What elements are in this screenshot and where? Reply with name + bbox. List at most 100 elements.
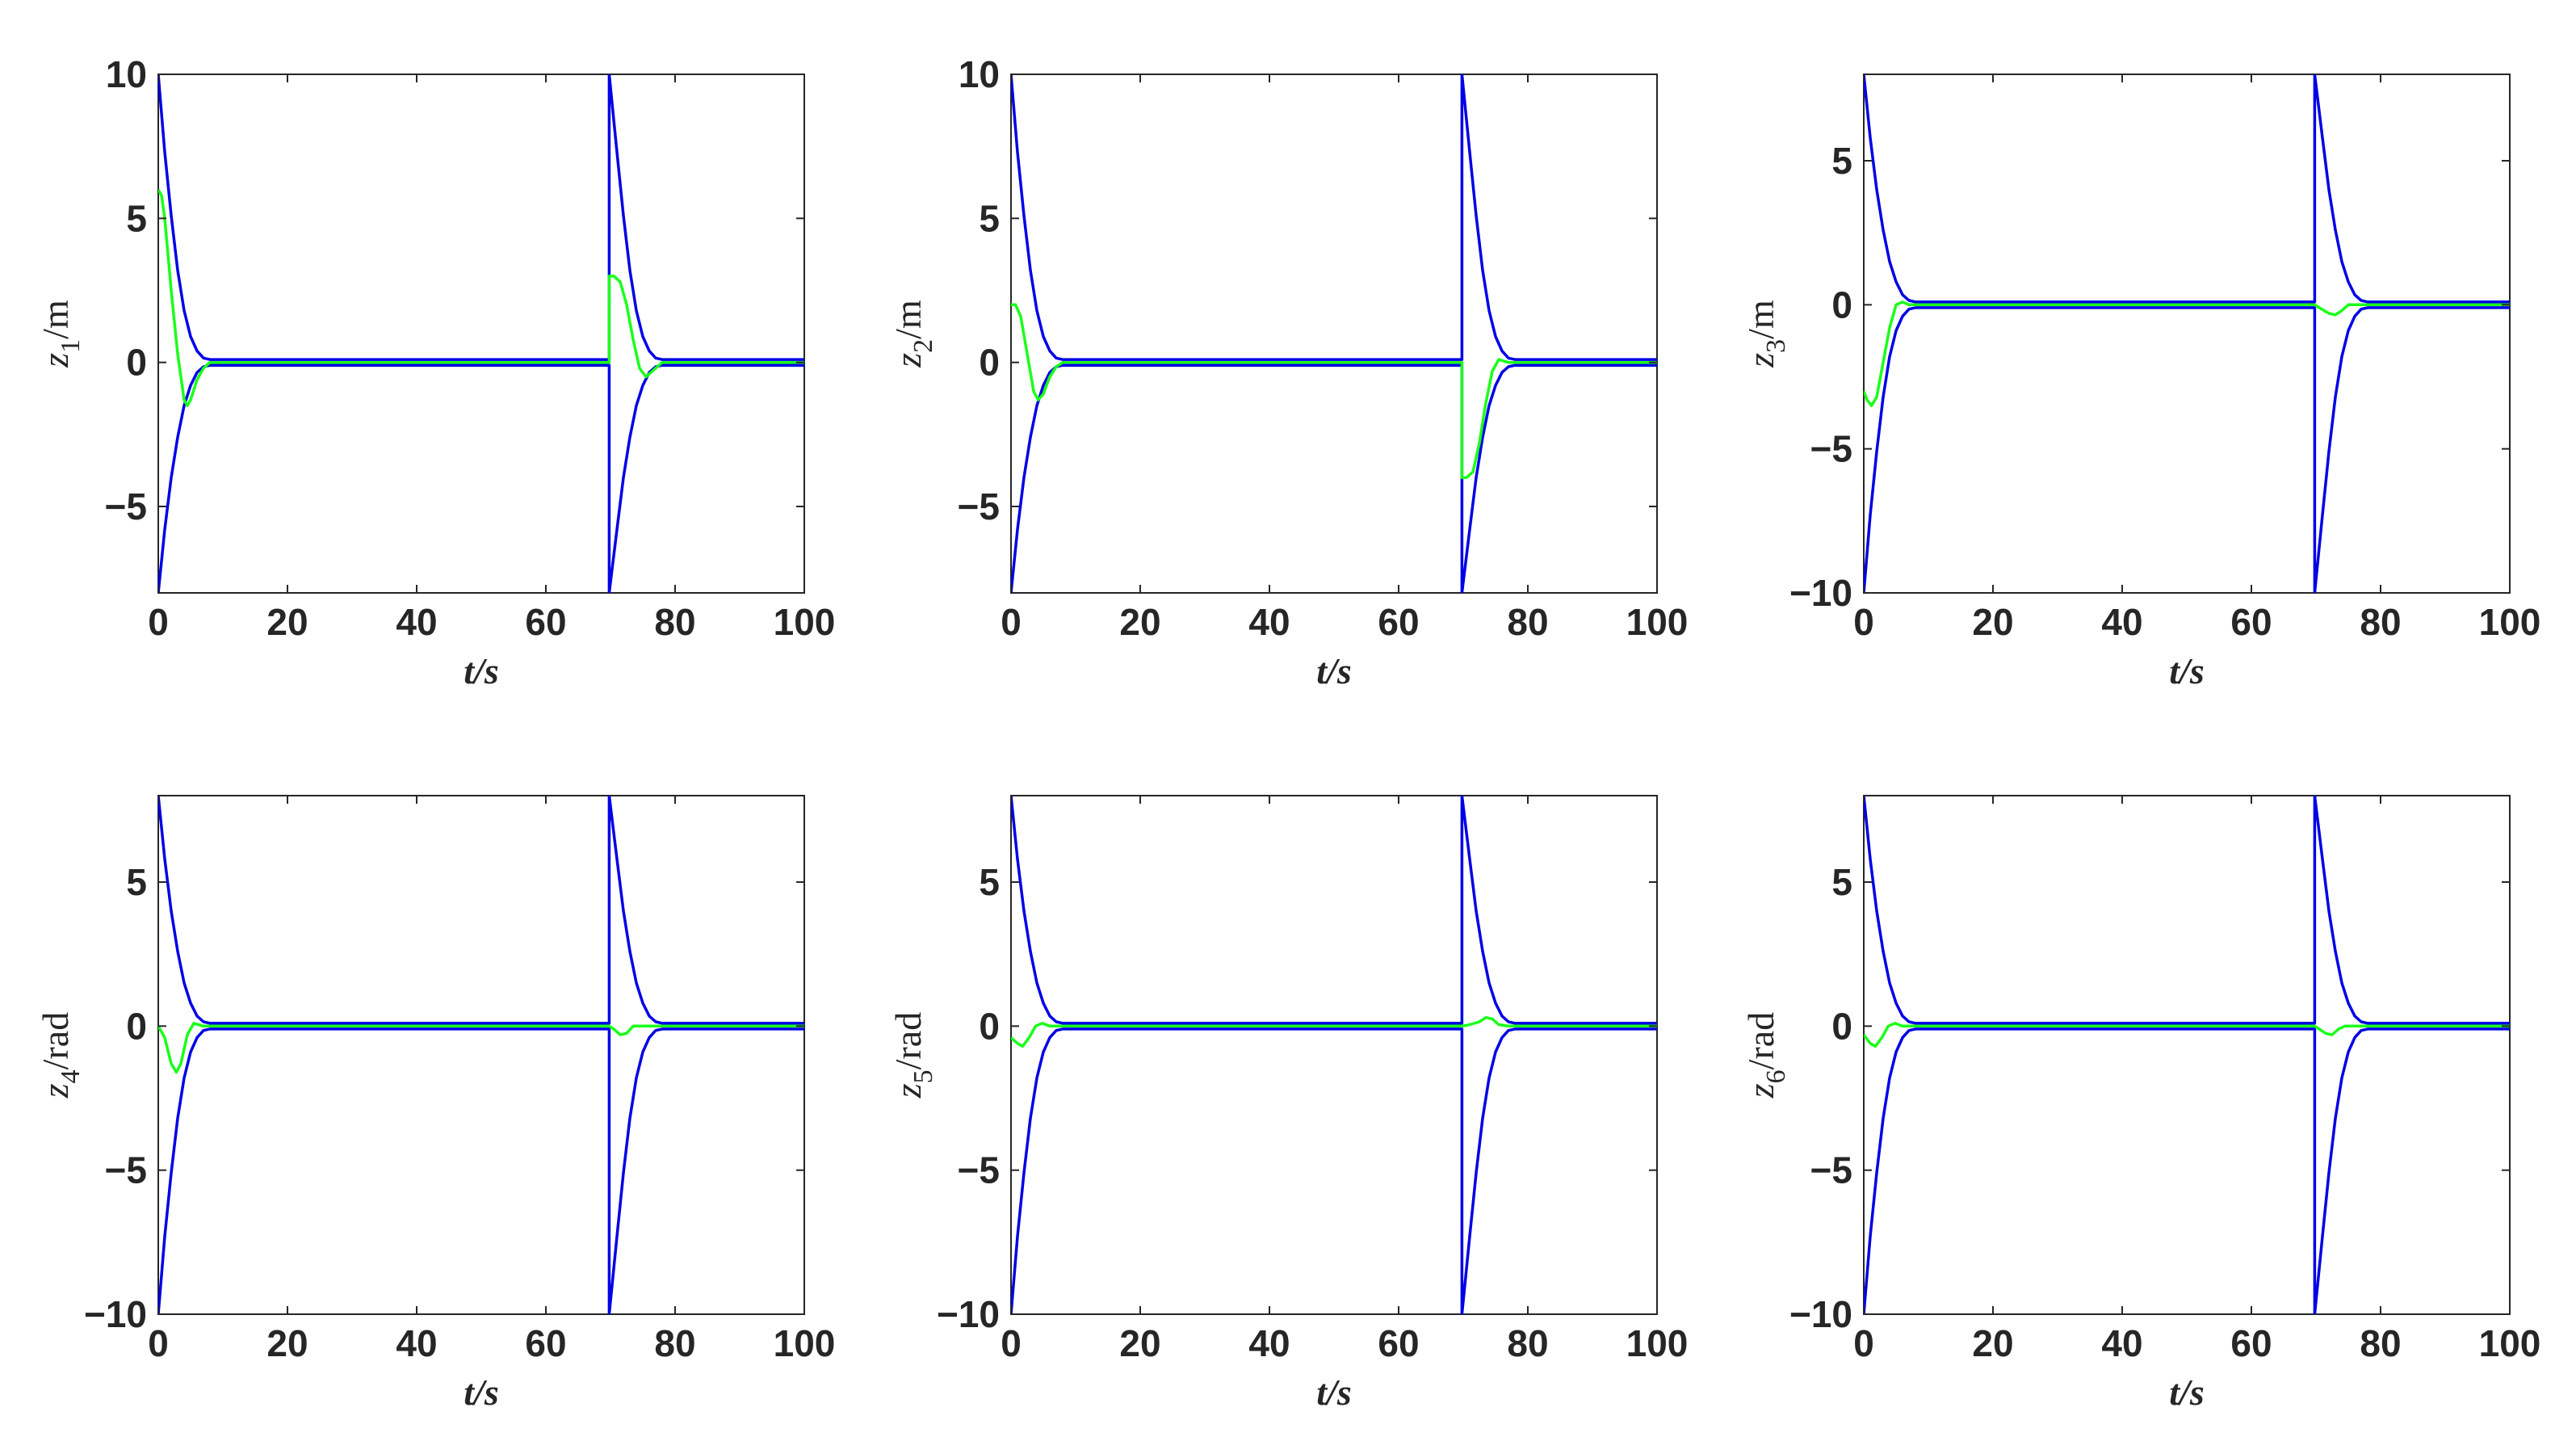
series-line-1 — [1864, 74, 2510, 304]
x-tick-label: 80 — [1507, 601, 1548, 643]
y-tick-label: −10 — [937, 1293, 1000, 1335]
y-tick-label: 0 — [979, 342, 1000, 384]
x-tick-label: 0 — [148, 1322, 169, 1364]
series-line-3 — [1011, 303, 1657, 480]
x-tick-label: 100 — [774, 1322, 836, 1364]
x-tick-label: 20 — [266, 601, 308, 643]
series-line-1 — [158, 74, 804, 361]
x-tick-label: 60 — [2230, 1322, 2272, 1364]
y-tick-label: −5 — [105, 1149, 147, 1191]
y-tick-label: 10 — [959, 53, 1000, 95]
x-axis-label: t/s — [1316, 1372, 1351, 1413]
y-tick-label: 5 — [1831, 861, 1852, 903]
series-line-3 — [158, 188, 804, 407]
y-tick-label: 0 — [1831, 1005, 1852, 1047]
series-line-2 — [1011, 1027, 1657, 1314]
x-tick-label: 60 — [1378, 1322, 1419, 1364]
y-tick-label: 0 — [126, 342, 147, 384]
series-line-1 — [1864, 796, 2510, 1025]
y-tick-label: 5 — [979, 861, 1000, 903]
x-tick-label: 20 — [1119, 1322, 1160, 1364]
x-tick-label: 40 — [2101, 601, 2142, 643]
series-line-3 — [1011, 1015, 1657, 1048]
subplot-1: 0 20 40 60 80 100 −5 0 5 10 t/s z1/m — [35, 53, 835, 691]
y-tick-label: −5 — [958, 1149, 1000, 1191]
x-tick-label: 40 — [2101, 1322, 2142, 1364]
x-tick-label: 40 — [1248, 601, 1290, 643]
x-tick-label: 0 — [1001, 601, 1022, 643]
y-tick-label: −10 — [84, 1293, 147, 1335]
x-axis-label: t/s — [2169, 650, 2204, 691]
x-tick-label: 20 — [266, 1322, 308, 1364]
x-tick-label: 60 — [525, 1322, 566, 1364]
y-tick-label: −10 — [1789, 1293, 1852, 1335]
x-tick-label: 0 — [1853, 1322, 1874, 1364]
y-axis-label: z6/rad — [1740, 1012, 1791, 1099]
plot-area — [157, 795, 805, 1315]
y-axis-label: z4/rad — [35, 1012, 86, 1099]
x-tick-label: 80 — [654, 601, 695, 643]
series-line-1 — [1011, 74, 1657, 361]
y-tick-label: −5 — [958, 485, 1000, 527]
subplot-4: 0 20 40 60 80 100 −10 −5 0 5 t/s z4/rad — [35, 795, 836, 1413]
x-tick-label: 60 — [525, 601, 566, 643]
x-tick-label: 100 — [1626, 1322, 1689, 1364]
x-axis-label: t/s — [464, 650, 498, 691]
y-tick-label: 5 — [979, 197, 1000, 239]
y-tick-label: 5 — [126, 861, 147, 903]
y-tick-label: −10 — [1789, 572, 1852, 614]
x-tick-label: 40 — [1248, 1322, 1290, 1364]
y-tick-label: 5 — [1831, 140, 1852, 182]
series-line-3 — [158, 1022, 804, 1074]
plot-area — [1863, 74, 2511, 594]
y-tick-label: −5 — [1810, 428, 1852, 470]
x-tick-label: 60 — [2230, 601, 2272, 643]
x-tick-label: 80 — [654, 1322, 695, 1364]
y-tick-label: −5 — [1810, 1149, 1852, 1191]
subplot-2: 0 20 40 60 80 100 −5 0 5 10 t/s z2/m — [887, 53, 1688, 691]
y-tick-label: −5 — [105, 485, 147, 527]
x-axis-label: t/s — [464, 1372, 498, 1413]
y-axis-label: z5/rad — [887, 1012, 938, 1099]
x-tick-label: 0 — [1001, 1322, 1022, 1364]
series-line-2 — [1011, 363, 1657, 593]
series-line-1 — [158, 796, 804, 1025]
x-tick-label: 0 — [148, 601, 169, 643]
x-tick-label: 80 — [1507, 1322, 1548, 1364]
x-tick-label: 80 — [2360, 1322, 2401, 1364]
y-tick-label: 0 — [126, 1005, 147, 1047]
y-axis-label: z3/m — [1740, 300, 1791, 368]
series-line-2 — [158, 1027, 804, 1314]
y-tick-label: 5 — [126, 197, 147, 239]
x-axis-label: t/s — [2169, 1372, 2204, 1413]
x-axis-label: t/s — [1316, 650, 1351, 691]
x-tick-label: 40 — [396, 1322, 437, 1364]
y-axis-label: z2/m — [887, 300, 938, 368]
x-tick-label: 40 — [396, 601, 437, 643]
series-line-3 — [1864, 1022, 2510, 1048]
series-line-3 — [1864, 300, 2510, 407]
series-line-1 — [1011, 796, 1657, 1025]
plot-area — [1010, 795, 1658, 1315]
plot-area — [157, 74, 805, 594]
x-tick-label: 20 — [1119, 601, 1160, 643]
x-tick-label: 0 — [1853, 601, 1874, 643]
series-line-2 — [1864, 1027, 2510, 1314]
x-tick-label: 100 — [774, 601, 836, 643]
y-tick-label: 0 — [1831, 284, 1852, 326]
y-tick-label: 10 — [106, 53, 147, 95]
x-tick-label: 100 — [1626, 601, 1689, 643]
y-axis-label: z1/m — [35, 300, 86, 368]
subplot-5: 0 20 40 60 80 100 −10 −5 0 5 t/s z5/rad — [887, 795, 1689, 1413]
x-tick-label: 20 — [1972, 1322, 2013, 1364]
x-tick-label: 20 — [1972, 601, 2013, 643]
x-tick-label: 100 — [2479, 601, 2541, 643]
plot-area — [1010, 74, 1658, 594]
x-tick-label: 60 — [1378, 601, 1419, 643]
x-tick-label: 80 — [2360, 601, 2401, 643]
y-tick-label: 0 — [979, 1005, 1000, 1047]
series-line-2 — [1864, 306, 2510, 593]
plot-area — [1863, 795, 2511, 1315]
x-tick-label: 100 — [2479, 1322, 2541, 1364]
